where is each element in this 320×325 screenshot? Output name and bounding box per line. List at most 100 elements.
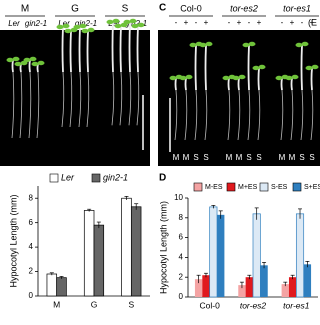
bar [245,277,253,297]
bar [252,213,261,298]
cotyledon [6,57,14,63]
hypocotyl [280,77,283,91]
lane-label: M [279,153,286,162]
cotyledon [87,27,95,33]
lane-label: S [193,153,198,162]
y-tick-label: 0 [29,291,34,300]
hypocotyl [86,30,89,73]
bar [130,206,142,297]
condition-label: G [71,4,79,15]
root [174,89,178,141]
legend-label: M+ES [238,184,258,191]
y-tick-label: 6 [179,233,184,242]
root [310,89,314,141]
bar [217,214,225,297]
condition-label: M [21,4,29,15]
genotype-label: tor-es1 [283,3,311,13]
treatment-sign: - [175,18,178,27]
y-tick-label: 8 [179,213,184,222]
hypocotyl [128,21,131,73]
lane-label: M [226,153,233,162]
cotyledon [258,64,266,70]
cotyledon [14,61,22,67]
treatment-sign: + [257,18,262,27]
lane-label: S [246,153,251,162]
cotyledon [12,56,20,62]
y-axis-title: Hypocotyl Length (mm) [8,194,18,287]
hypocotyl [227,77,230,91]
genotype-label: gin2-1 [75,19,97,28]
genotype-label: Ler [8,19,20,28]
root [204,89,208,141]
legend-label: gin2-1 [103,172,128,182]
panel-label: D [159,173,166,184]
hypocotyl [11,59,14,73]
y-tick-label: 0 [179,292,184,301]
y-tick-label: 4 [29,242,34,251]
treatment-sign: + [237,18,242,27]
cotyledon [275,75,283,81]
cotyledon [169,75,177,81]
treatment-sign: + [184,18,189,27]
panel-label: C [159,3,166,14]
cotyledon [114,23,122,29]
treatment-sign: + [310,18,315,27]
cotyledon [56,24,64,30]
lane-label: S [309,153,314,162]
genotype-label: gin2-1 [25,19,47,28]
lane-label: S [203,153,208,162]
bar [260,265,268,297]
cotyledon [64,28,72,34]
hypocotyl [257,67,260,91]
lane-label: M [173,153,180,162]
cotyledon [232,75,240,81]
legend-swatch [226,182,236,192]
cotyledon [79,23,87,29]
treatment-sign: - [248,18,251,27]
lane-label: S [256,153,261,162]
root [227,89,231,141]
cotyledon [205,41,213,47]
cotyledon [29,56,37,62]
legend-swatch [49,173,59,183]
cotyledon [129,18,137,24]
cotyledon [62,23,70,29]
root [19,71,23,139]
legend-swatch [91,173,101,183]
root [237,89,241,141]
root [247,89,251,141]
root [257,89,261,141]
y-tick-label: 10 [174,193,183,202]
cotyledon [311,64,319,70]
root [184,89,188,141]
root [119,71,123,126]
cotyledon [295,42,303,48]
x-tick-label: tor-es1 [283,300,310,310]
hypocotyl [300,44,303,91]
root [86,71,90,128]
root [128,71,132,126]
root [11,71,15,139]
hypocotyl [61,26,64,73]
root [36,71,40,139]
root [290,89,294,141]
y-tick-label: 2 [29,267,34,276]
lane-label: S [299,153,304,162]
y-tick-label: 6 [29,218,34,227]
cotyledon [248,41,256,47]
treatment-sign: - [195,18,198,27]
root [136,71,140,126]
hypocotyl [247,44,250,91]
x-tick-label: S [128,299,134,309]
root [69,71,73,128]
treatment-sign: - [281,18,284,27]
hypocotyl [184,77,187,91]
hypocotyl [69,30,72,73]
root [111,71,115,126]
x-tick-label: tor-es2 [240,300,267,310]
cotyledon [131,23,139,29]
genotype-label: gin2-1 [125,19,147,28]
y-tick-label: 4 [179,253,184,262]
hypocotyl [136,25,139,73]
